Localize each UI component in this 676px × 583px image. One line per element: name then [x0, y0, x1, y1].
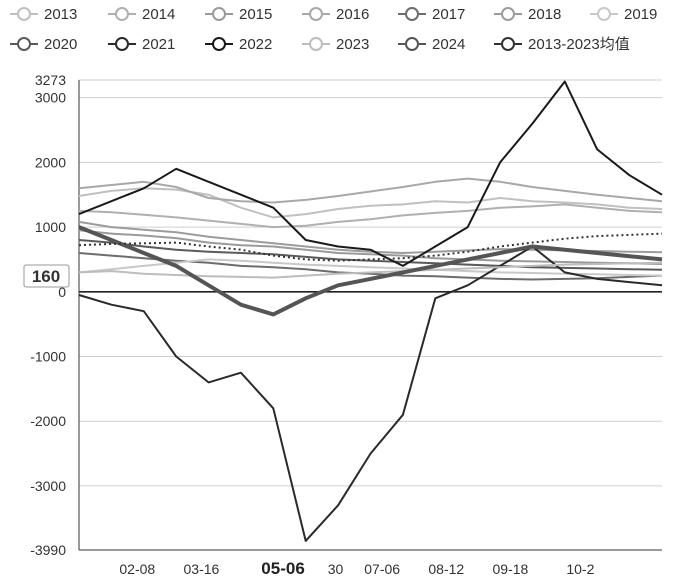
- legend-item[interactable]: 2013: [10, 6, 77, 23]
- grid: [78, 79, 662, 551]
- legend: 2013 2014 2015 2016 2017 2018 2019 2020 2021 2022…: [10, 6, 657, 53]
- series-line: [78, 225, 663, 317]
- series-line: [78, 80, 663, 267]
- legend-item[interactable]: 2023: [302, 36, 369, 53]
- legend-marker: [212, 7, 226, 21]
- y-tick-label: -3990: [30, 542, 66, 558]
- legend-marker: [501, 37, 515, 51]
- legend-label: 2014: [142, 6, 175, 23]
- y-axis-ticks: 3273 3000 2000 1000 0 -1000 -2000 -3000 -3990: [30, 72, 66, 558]
- y-tick-label: -3000: [30, 478, 66, 494]
- series-line: [78, 258, 663, 277]
- legend-marker: [405, 37, 419, 51]
- y-tick-label: 3000: [35, 90, 66, 106]
- legend-item[interactable]: 2016: [302, 6, 369, 23]
- legend-label: 2021: [142, 36, 175, 53]
- cursor-readout: 160: [23, 264, 70, 288]
- x-tick-label: 02-08: [119, 561, 155, 577]
- y-tick-label: 3273: [35, 72, 66, 88]
- legend-marker: [212, 37, 226, 51]
- plot-lines: [78, 80, 663, 542]
- cursor-value-label: 160: [32, 267, 60, 286]
- x-tick-label: 07-06: [364, 561, 400, 577]
- series-line: [78, 203, 663, 229]
- x-tick-label-partial: 30: [328, 561, 344, 577]
- legend-marker: [309, 37, 323, 51]
- x-axis-ticks: 02-08 03-16 05-06 07-06 08-12 09-18 10-2 30: [119, 559, 594, 578]
- legend-marker: [309, 7, 323, 21]
- legend-label: 2022: [239, 36, 272, 53]
- legend-marker: [405, 7, 419, 21]
- legend-item[interactable]: 2014: [108, 6, 175, 23]
- y-tick-label: 1000: [35, 219, 66, 235]
- legend-label: 2019: [624, 6, 657, 23]
- series-line: [78, 177, 663, 204]
- legend-item[interactable]: 2017: [398, 6, 465, 23]
- legend-label: 2017: [432, 6, 465, 23]
- legend-label: 2013-2023均值: [528, 36, 630, 53]
- series-line: [78, 239, 663, 271]
- legend-label: 2016: [336, 6, 369, 23]
- series-line: [78, 252, 663, 281]
- y-tick-label: -2000: [30, 413, 66, 429]
- legend-label: 2018: [528, 6, 561, 23]
- x-tick-label: 03-16: [184, 561, 220, 577]
- x-tick-label: 09-18: [493, 561, 529, 577]
- cursor-value-box: [23, 264, 70, 288]
- series-line: [78, 229, 663, 265]
- legend-label: 2015: [239, 6, 272, 23]
- legend-item[interactable]: 2024: [398, 36, 465, 53]
- legend-item[interactable]: 2021: [108, 36, 175, 53]
- series-line: [78, 245, 663, 542]
- x-tick-label: 05-06: [261, 559, 304, 578]
- series-line: [78, 261, 663, 279]
- legend-item[interactable]: 2022: [205, 36, 272, 53]
- legend-marker: [501, 7, 515, 21]
- legend-item[interactable]: 2019: [590, 6, 657, 23]
- legend-label: 2024: [432, 36, 465, 53]
- legend-marker: [17, 37, 31, 51]
- legend-label: 2013: [44, 6, 77, 23]
- legend-marker: [115, 37, 129, 51]
- x-tick-label: 10-2: [566, 561, 594, 577]
- y-tick-label: -1000: [30, 349, 66, 365]
- legend-item[interactable]: 2015: [205, 6, 272, 23]
- legend-item[interactable]: 2018: [494, 6, 561, 23]
- y-tick-label: 2000: [35, 154, 66, 170]
- series-line: [78, 187, 663, 219]
- y-tick-label: 0: [58, 284, 66, 300]
- legend-marker: [597, 7, 611, 21]
- legend-item[interactable]: 2013-2023均值: [494, 36, 630, 53]
- x-tick-label: 08-12: [428, 561, 464, 577]
- legend-marker: [17, 7, 31, 21]
- legend-label: 2023: [336, 36, 369, 53]
- legend-label: 2020: [44, 36, 77, 53]
- legend-item[interactable]: 2020: [10, 36, 77, 53]
- legend-marker: [115, 7, 129, 21]
